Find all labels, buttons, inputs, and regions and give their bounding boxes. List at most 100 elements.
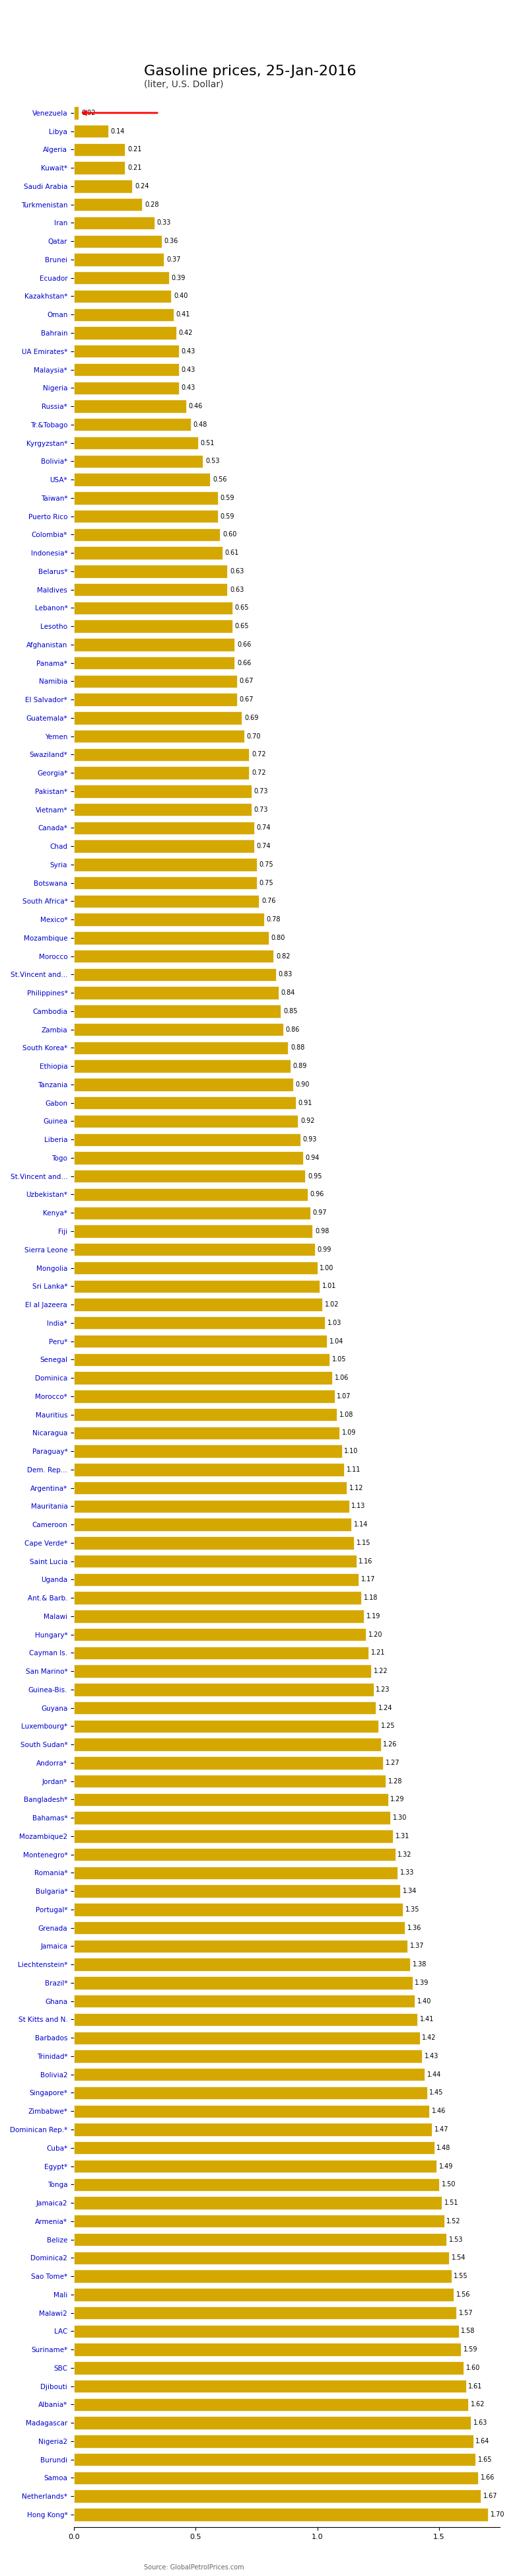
Text: 1.53: 1.53 [449,2236,463,2244]
Text: 1.42: 1.42 [422,2035,436,2040]
Bar [74,840,254,853]
Text: 1.14: 1.14 [354,1522,368,1528]
Text: 0.95: 0.95 [307,1172,322,1180]
Bar [74,1059,290,1072]
Bar [74,399,186,412]
Bar [74,912,264,925]
Bar [74,1151,303,1164]
Text: 1.57: 1.57 [459,2311,473,2316]
Text: 0.37: 0.37 [166,255,181,263]
Bar [74,1352,330,1365]
Text: 0.97: 0.97 [313,1211,327,1216]
Text: 1.54: 1.54 [451,2254,466,2262]
Bar [74,858,256,871]
Bar [74,2324,459,2336]
Bar [74,1097,296,1110]
Text: 1.13: 1.13 [352,1502,366,1510]
Bar [74,1244,315,1257]
Text: 0.78: 0.78 [266,917,281,922]
Text: 1.55: 1.55 [454,2272,468,2280]
Text: 0.86: 0.86 [286,1025,300,1033]
Text: 1.33: 1.33 [400,1870,414,1875]
Bar [74,1115,298,1128]
Bar [74,1262,317,1275]
Bar [74,1811,390,1824]
Bar [74,1775,386,1788]
Bar [74,1517,352,1530]
Bar [74,1829,393,1842]
Bar [74,1481,347,1494]
Bar [74,987,279,999]
Text: 1.45: 1.45 [430,2089,443,2097]
Bar [74,1023,283,1036]
Bar [74,933,269,945]
Text: 1.36: 1.36 [407,1924,422,1932]
Text: (liter, U.S. Dollar): (liter, U.S. Dollar) [144,80,224,90]
Bar [74,876,256,889]
Text: 0.43: 0.43 [181,348,195,355]
Bar [74,639,235,652]
Text: 1.25: 1.25 [381,1723,395,1728]
Bar [74,216,154,229]
Bar [74,2087,427,2099]
Bar [74,2123,432,2136]
Text: 1.63: 1.63 [473,2419,487,2427]
Bar [74,747,249,760]
Text: 0.72: 0.72 [252,770,266,775]
Bar [74,270,169,283]
Text: 0.94: 0.94 [305,1154,319,1162]
Text: 1.41: 1.41 [420,2017,434,2022]
Bar [74,564,227,577]
Text: 0.59: 0.59 [220,513,234,520]
Text: 1.66: 1.66 [480,2476,495,2481]
Bar [74,1886,400,1899]
Text: 0.63: 0.63 [230,567,244,574]
Bar [74,711,242,724]
Text: 1.50: 1.50 [441,2182,456,2187]
Bar [74,2215,444,2228]
Text: 1.47: 1.47 [434,2125,449,2133]
Text: 1.12: 1.12 [349,1484,363,1492]
Bar [74,180,132,193]
Text: 1.39: 1.39 [415,1978,429,1986]
Bar [74,1499,349,1512]
Bar [74,2179,439,2192]
Text: 1.61: 1.61 [468,2383,483,2391]
Text: 0.40: 0.40 [174,294,188,299]
Text: 0.96: 0.96 [310,1190,324,1198]
Text: 0.73: 0.73 [254,806,268,814]
Text: 0.66: 0.66 [237,641,251,647]
Text: 0.74: 0.74 [256,842,271,850]
Text: 1.28: 1.28 [388,1777,402,1785]
Bar [74,1535,354,1548]
Bar [74,1463,344,1476]
Bar [74,1682,373,1695]
Text: 0.28: 0.28 [145,201,159,209]
Bar [74,1370,332,1383]
Text: 0.93: 0.93 [303,1136,317,1144]
Text: 1.35: 1.35 [405,1906,419,1914]
Bar [74,1079,293,1092]
Bar [74,2197,441,2210]
Bar [74,1904,403,1917]
Text: 1.65: 1.65 [478,2455,492,2463]
Text: 1.58: 1.58 [461,2329,475,2334]
Bar [74,1445,342,1458]
Text: 0.21: 0.21 [128,165,142,170]
Text: 0.02: 0.02 [81,111,95,116]
Bar [74,2251,449,2264]
Bar [74,510,217,523]
Bar [74,1700,376,1713]
Text: 0.89: 0.89 [293,1064,307,1069]
Text: 1.37: 1.37 [410,1942,424,1950]
Bar [74,1206,310,1218]
Text: 1.43: 1.43 [424,2053,439,2058]
Text: 1.52: 1.52 [447,2218,461,2226]
Text: 1.64: 1.64 [476,2437,490,2445]
Bar [74,1646,369,1659]
Bar [74,1664,371,1677]
Text: 0.66: 0.66 [237,659,251,667]
Text: 1.24: 1.24 [379,1705,392,1710]
Bar [74,621,232,634]
Bar [74,582,227,595]
